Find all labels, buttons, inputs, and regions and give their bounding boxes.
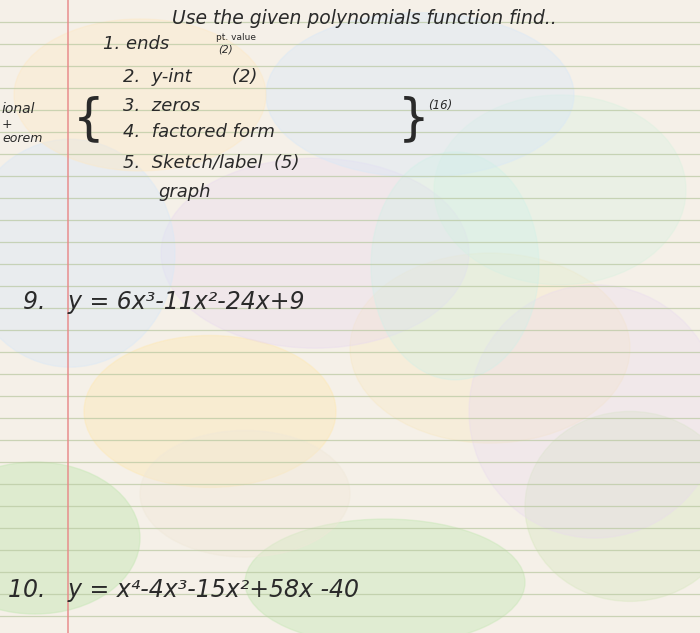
Text: 5.  Sketch/label  (5): 5. Sketch/label (5) <box>123 154 300 172</box>
Text: 3.  zeros: 3. zeros <box>123 97 200 115</box>
Ellipse shape <box>350 253 630 443</box>
Text: 1. ends: 1. ends <box>103 35 169 53</box>
Ellipse shape <box>525 411 700 601</box>
Text: {: { <box>73 95 105 143</box>
Text: 9.   y = 6x³-11x²-24x+9: 9. y = 6x³-11x²-24x+9 <box>23 290 305 314</box>
Text: (2): (2) <box>218 45 232 55</box>
Text: graph: graph <box>158 183 211 201</box>
Text: pt. value: pt. value <box>216 34 256 42</box>
Text: (16): (16) <box>428 99 452 113</box>
Text: 4.  factored form: 4. factored form <box>123 123 275 141</box>
Ellipse shape <box>245 519 525 633</box>
Ellipse shape <box>0 462 140 614</box>
Text: +: + <box>2 118 13 130</box>
Text: 10.   y = x⁴-4x³-15x²+58x -40: 10. y = x⁴-4x³-15x²+58x -40 <box>8 578 359 602</box>
Ellipse shape <box>0 139 175 367</box>
Ellipse shape <box>14 19 266 171</box>
Ellipse shape <box>84 335 336 487</box>
Ellipse shape <box>140 430 350 557</box>
Text: eorem: eorem <box>2 132 43 146</box>
Text: ional: ional <box>2 102 36 116</box>
Ellipse shape <box>266 13 574 177</box>
Text: Use the given polynomials function find..: Use the given polynomials function find.… <box>172 8 556 27</box>
Ellipse shape <box>371 152 539 380</box>
Ellipse shape <box>161 158 469 348</box>
Text: 2.  y-int       (2): 2. y-int (2) <box>123 68 258 86</box>
Ellipse shape <box>469 285 700 538</box>
Ellipse shape <box>434 95 686 285</box>
Text: }: } <box>398 95 430 143</box>
